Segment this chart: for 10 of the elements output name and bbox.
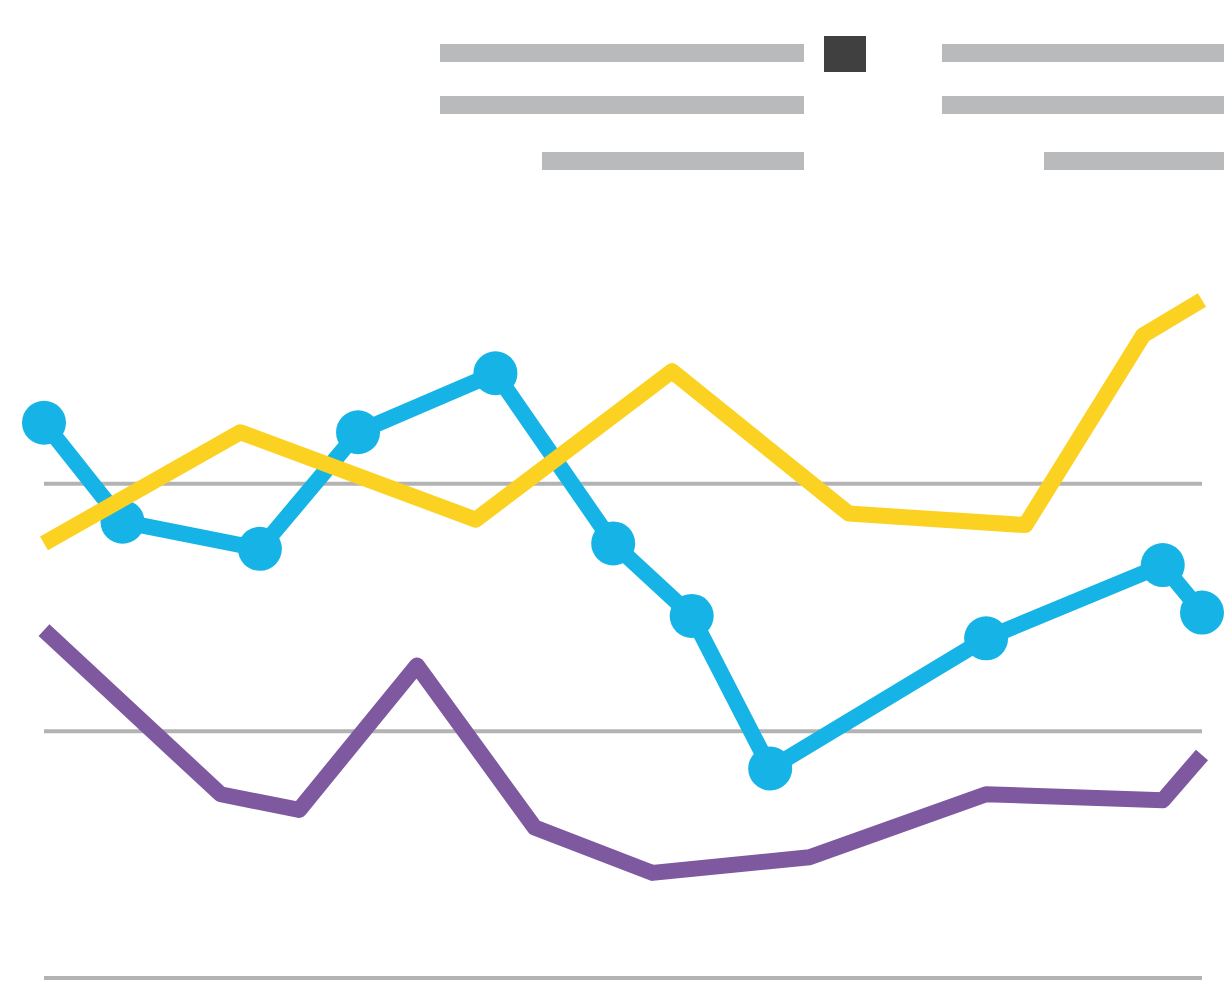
point xyxy=(748,746,793,791)
point xyxy=(1180,590,1224,635)
point xyxy=(237,526,282,571)
point xyxy=(336,410,381,455)
point xyxy=(591,521,636,566)
point xyxy=(964,616,1009,661)
point xyxy=(669,593,714,638)
point xyxy=(22,400,66,445)
point xyxy=(473,351,518,396)
point xyxy=(1140,543,1185,588)
